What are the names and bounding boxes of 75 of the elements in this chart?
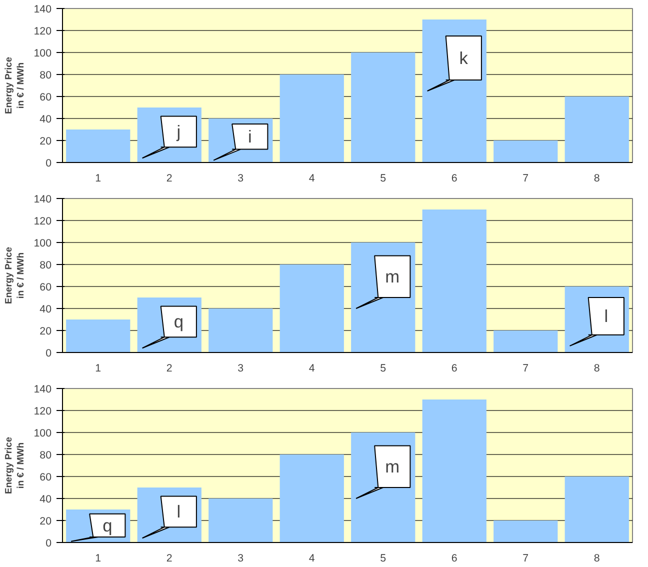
x-tick-label: 7 xyxy=(522,362,529,374)
x-tick-label: 7 xyxy=(522,172,529,184)
y-tick-label: 100 xyxy=(34,48,52,60)
annotation: i xyxy=(248,126,252,147)
annotation: k xyxy=(459,48,468,68)
y-tick-label: 60 xyxy=(40,92,52,104)
bar xyxy=(66,320,130,352)
bar xyxy=(422,400,486,542)
y-tick-label: 100 xyxy=(34,238,52,250)
bar xyxy=(280,454,344,542)
x-tick-label: 6 xyxy=(451,172,458,184)
annotation: m xyxy=(385,456,400,477)
y-tick-label: 20 xyxy=(40,516,52,528)
y-tick-label: 0 xyxy=(46,158,52,170)
x-tick-label: 5 xyxy=(380,552,386,564)
y-tick-label: 120 xyxy=(34,216,52,228)
y-axis-title: Energy Price in € / MWh xyxy=(4,56,26,114)
bar xyxy=(66,130,130,162)
y-tick-label: 80 xyxy=(40,450,52,462)
x-tick-label: 7 xyxy=(522,552,529,564)
y-tick-label: 0 xyxy=(46,348,52,360)
y-tick-label: 40 xyxy=(40,304,52,316)
x-tick-label: 1 xyxy=(95,362,102,374)
x-tick-label: 3 xyxy=(238,552,244,564)
annotation: j xyxy=(176,122,181,142)
y-tick-label: 140 xyxy=(34,4,52,16)
annotation: q xyxy=(174,312,184,332)
y-tick-label: 100 xyxy=(34,428,52,440)
annotation: m xyxy=(385,266,400,287)
y-axis-title: Energy Price in € / MWh xyxy=(4,436,26,494)
x-tick-label: 3 xyxy=(238,362,244,374)
y-tick-label: 140 xyxy=(34,384,52,396)
y-tick-label: 80 xyxy=(40,70,52,82)
bar xyxy=(208,498,273,542)
y-tick-label: 120 xyxy=(34,26,52,38)
x-tick-label: 4 xyxy=(308,362,315,374)
bar xyxy=(422,210,486,352)
y-tick-label: 0 xyxy=(46,538,52,550)
x-tick-label: 8 xyxy=(594,552,600,564)
y-tick-label: 20 xyxy=(40,136,52,148)
x-tick-label: 4 xyxy=(308,172,315,184)
y-tick-label: 140 xyxy=(34,194,52,206)
x-tick-label: 4 xyxy=(308,552,315,564)
bar xyxy=(351,52,416,162)
y-axis-title: Energy Price in € / MWh xyxy=(4,246,26,304)
y-tick-label: 60 xyxy=(40,282,52,294)
annotation: l xyxy=(176,502,181,522)
y-tick-label: 40 xyxy=(40,114,52,126)
y-tick-label: 60 xyxy=(40,472,52,484)
x-tick-label: 1 xyxy=(95,552,102,564)
y-tick-label: 120 xyxy=(34,406,52,418)
x-tick-label: 2 xyxy=(166,362,172,374)
x-tick-label: 3 xyxy=(238,172,244,184)
bar xyxy=(280,74,344,162)
y-tick-label: 20 xyxy=(40,326,52,338)
bar xyxy=(564,96,629,162)
x-tick-label: 2 xyxy=(166,172,172,184)
bar xyxy=(494,520,558,542)
x-tick-label: 5 xyxy=(380,362,386,374)
annotation: q xyxy=(102,515,112,536)
x-tick-label: 5 xyxy=(380,172,386,184)
bar xyxy=(494,140,558,162)
x-tick-label: 8 xyxy=(594,362,600,374)
x-tick-label: 1 xyxy=(95,172,102,184)
x-tick-label: 8 xyxy=(594,172,600,184)
bar xyxy=(208,308,273,352)
bar xyxy=(494,330,558,352)
y-tick-label: 80 xyxy=(40,260,52,272)
x-tick-label: 2 xyxy=(166,552,172,564)
x-tick-label: 6 xyxy=(451,362,458,374)
bar xyxy=(280,264,344,352)
annotation: l xyxy=(604,306,608,326)
x-tick-label: 6 xyxy=(451,552,458,564)
y-tick-label: 40 xyxy=(40,494,52,506)
bar xyxy=(564,476,629,542)
